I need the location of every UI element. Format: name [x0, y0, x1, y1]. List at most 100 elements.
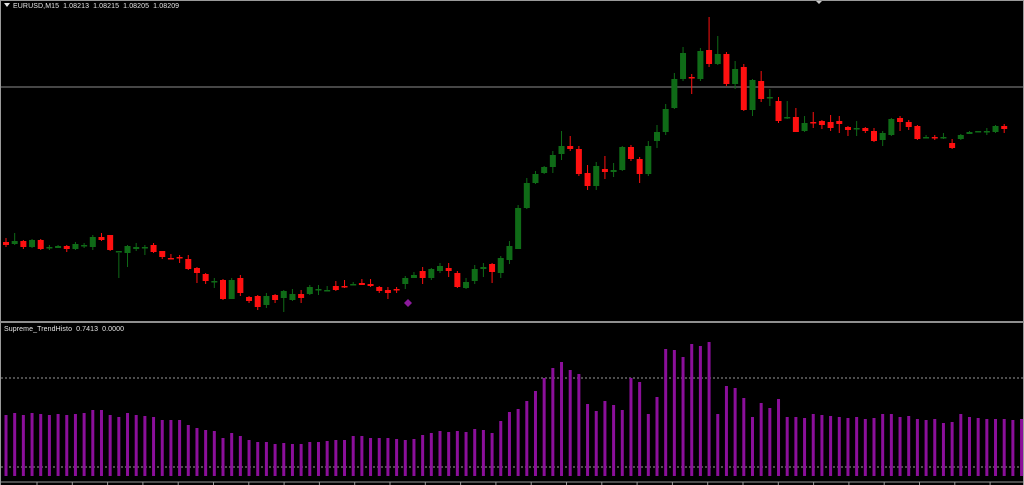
candle — [905, 120, 912, 130]
histogram-bar — [507, 412, 511, 476]
histogram-bar — [759, 403, 763, 476]
histogram-bar — [126, 413, 130, 476]
histogram-bar — [99, 410, 103, 476]
candle — [593, 162, 600, 190]
histogram-bar — [195, 428, 199, 476]
candle — [680, 47, 687, 81]
candle — [98, 233, 105, 241]
histogram-bar — [803, 418, 807, 476]
candle — [272, 294, 279, 303]
candle — [185, 255, 192, 270]
dropdown-triangle-icon[interactable] — [4, 3, 10, 7]
candle — [888, 118, 895, 136]
histogram-bar — [612, 405, 616, 476]
histogram-bar — [429, 433, 433, 476]
histogram-bar — [994, 419, 998, 476]
histogram-bar — [950, 422, 954, 476]
chart-title: EURUSD,M15 1.08213 1.08215 1.08205 1.08209 — [4, 3, 183, 10]
candle — [46, 245, 53, 250]
histogram-bar — [533, 391, 537, 476]
histogram-bar — [863, 419, 867, 476]
candle — [332, 281, 339, 291]
candle — [280, 290, 287, 312]
histogram-bar — [178, 420, 182, 476]
candle — [471, 265, 478, 284]
histogram-bar — [282, 443, 286, 476]
histogram-bar — [73, 414, 77, 476]
histogram-bar — [343, 440, 347, 476]
histogram-bar — [777, 399, 781, 476]
histogram-bar — [325, 441, 329, 476]
histogram-bar — [82, 413, 86, 476]
candle — [792, 108, 799, 132]
candlestick-chart[interactable] — [1, 1, 1023, 321]
histogram-bar — [369, 438, 373, 476]
histogram-bar — [577, 374, 581, 476]
histogram-bar — [811, 414, 815, 476]
histogram-bar — [499, 421, 503, 476]
candle — [992, 125, 999, 133]
candle — [72, 242, 79, 250]
candle — [367, 279, 374, 287]
histogram-bar — [1002, 419, 1006, 476]
candle — [636, 157, 643, 183]
candle — [914, 125, 921, 140]
candle — [463, 278, 470, 289]
histogram-bar — [204, 430, 208, 476]
histogram-bar — [290, 444, 294, 476]
histogram-bar — [733, 388, 737, 476]
candle — [263, 293, 270, 308]
histogram-bar — [594, 411, 598, 476]
candle — [983, 128, 990, 135]
histogram-bar — [247, 440, 251, 476]
histogram-bar — [655, 397, 659, 476]
histogram-bar — [586, 404, 590, 476]
candle — [176, 255, 183, 263]
candle — [940, 133, 947, 139]
histogram-bar — [551, 368, 555, 476]
candle — [853, 121, 860, 136]
histogram-bar — [716, 414, 720, 476]
pane-separator[interactable] — [0, 321, 1024, 323]
ohlc-open: 1.08213 — [63, 3, 90, 10]
candle — [159, 251, 166, 259]
candle — [81, 243, 88, 248]
candle — [454, 271, 461, 288]
ohlc-low: 1.08205 — [123, 3, 150, 10]
candle — [506, 241, 513, 264]
candle — [697, 48, 704, 81]
candle — [246, 296, 253, 303]
signal-diamond-icon — [404, 299, 412, 307]
histogram-bar — [1020, 419, 1023, 476]
histogram-bar — [837, 417, 841, 476]
histogram-bar — [134, 415, 138, 476]
candle — [341, 280, 348, 288]
candle — [949, 139, 956, 149]
histogram-bar — [56, 414, 60, 476]
histogram-bar — [238, 436, 242, 476]
histogram-bar — [117, 417, 121, 476]
histogram-bar — [768, 408, 772, 476]
histogram-bar — [959, 414, 963, 476]
candle — [619, 146, 626, 171]
histogram-bar — [403, 440, 407, 476]
histogram-bar — [889, 414, 893, 476]
candle — [575, 146, 582, 176]
histogram-bar — [481, 430, 485, 476]
ohlc-close: 1.08209 — [153, 3, 180, 10]
candle — [732, 61, 739, 89]
histogram-bar — [421, 435, 425, 476]
main-chart-pane[interactable]: EURUSD,M15 1.08213 1.08215 1.08205 1.08209 — [0, 0, 1024, 321]
histogram-bar — [212, 431, 216, 476]
histogram-bar — [915, 419, 919, 476]
chart-shift-marker-icon[interactable] — [816, 1, 822, 4]
candle — [671, 73, 678, 109]
candle — [298, 290, 305, 303]
histogram-bar — [473, 429, 477, 476]
histogram-bar — [846, 418, 850, 476]
indicator-pane[interactable]: Supreme_TrendHisto 0.7413 0.0000 — [0, 323, 1024, 485]
candle — [714, 36, 721, 65]
histogram-bar — [351, 436, 355, 476]
histogram-bar — [169, 420, 173, 476]
indicator-name: Supreme_TrendHisto — [4, 326, 73, 333]
